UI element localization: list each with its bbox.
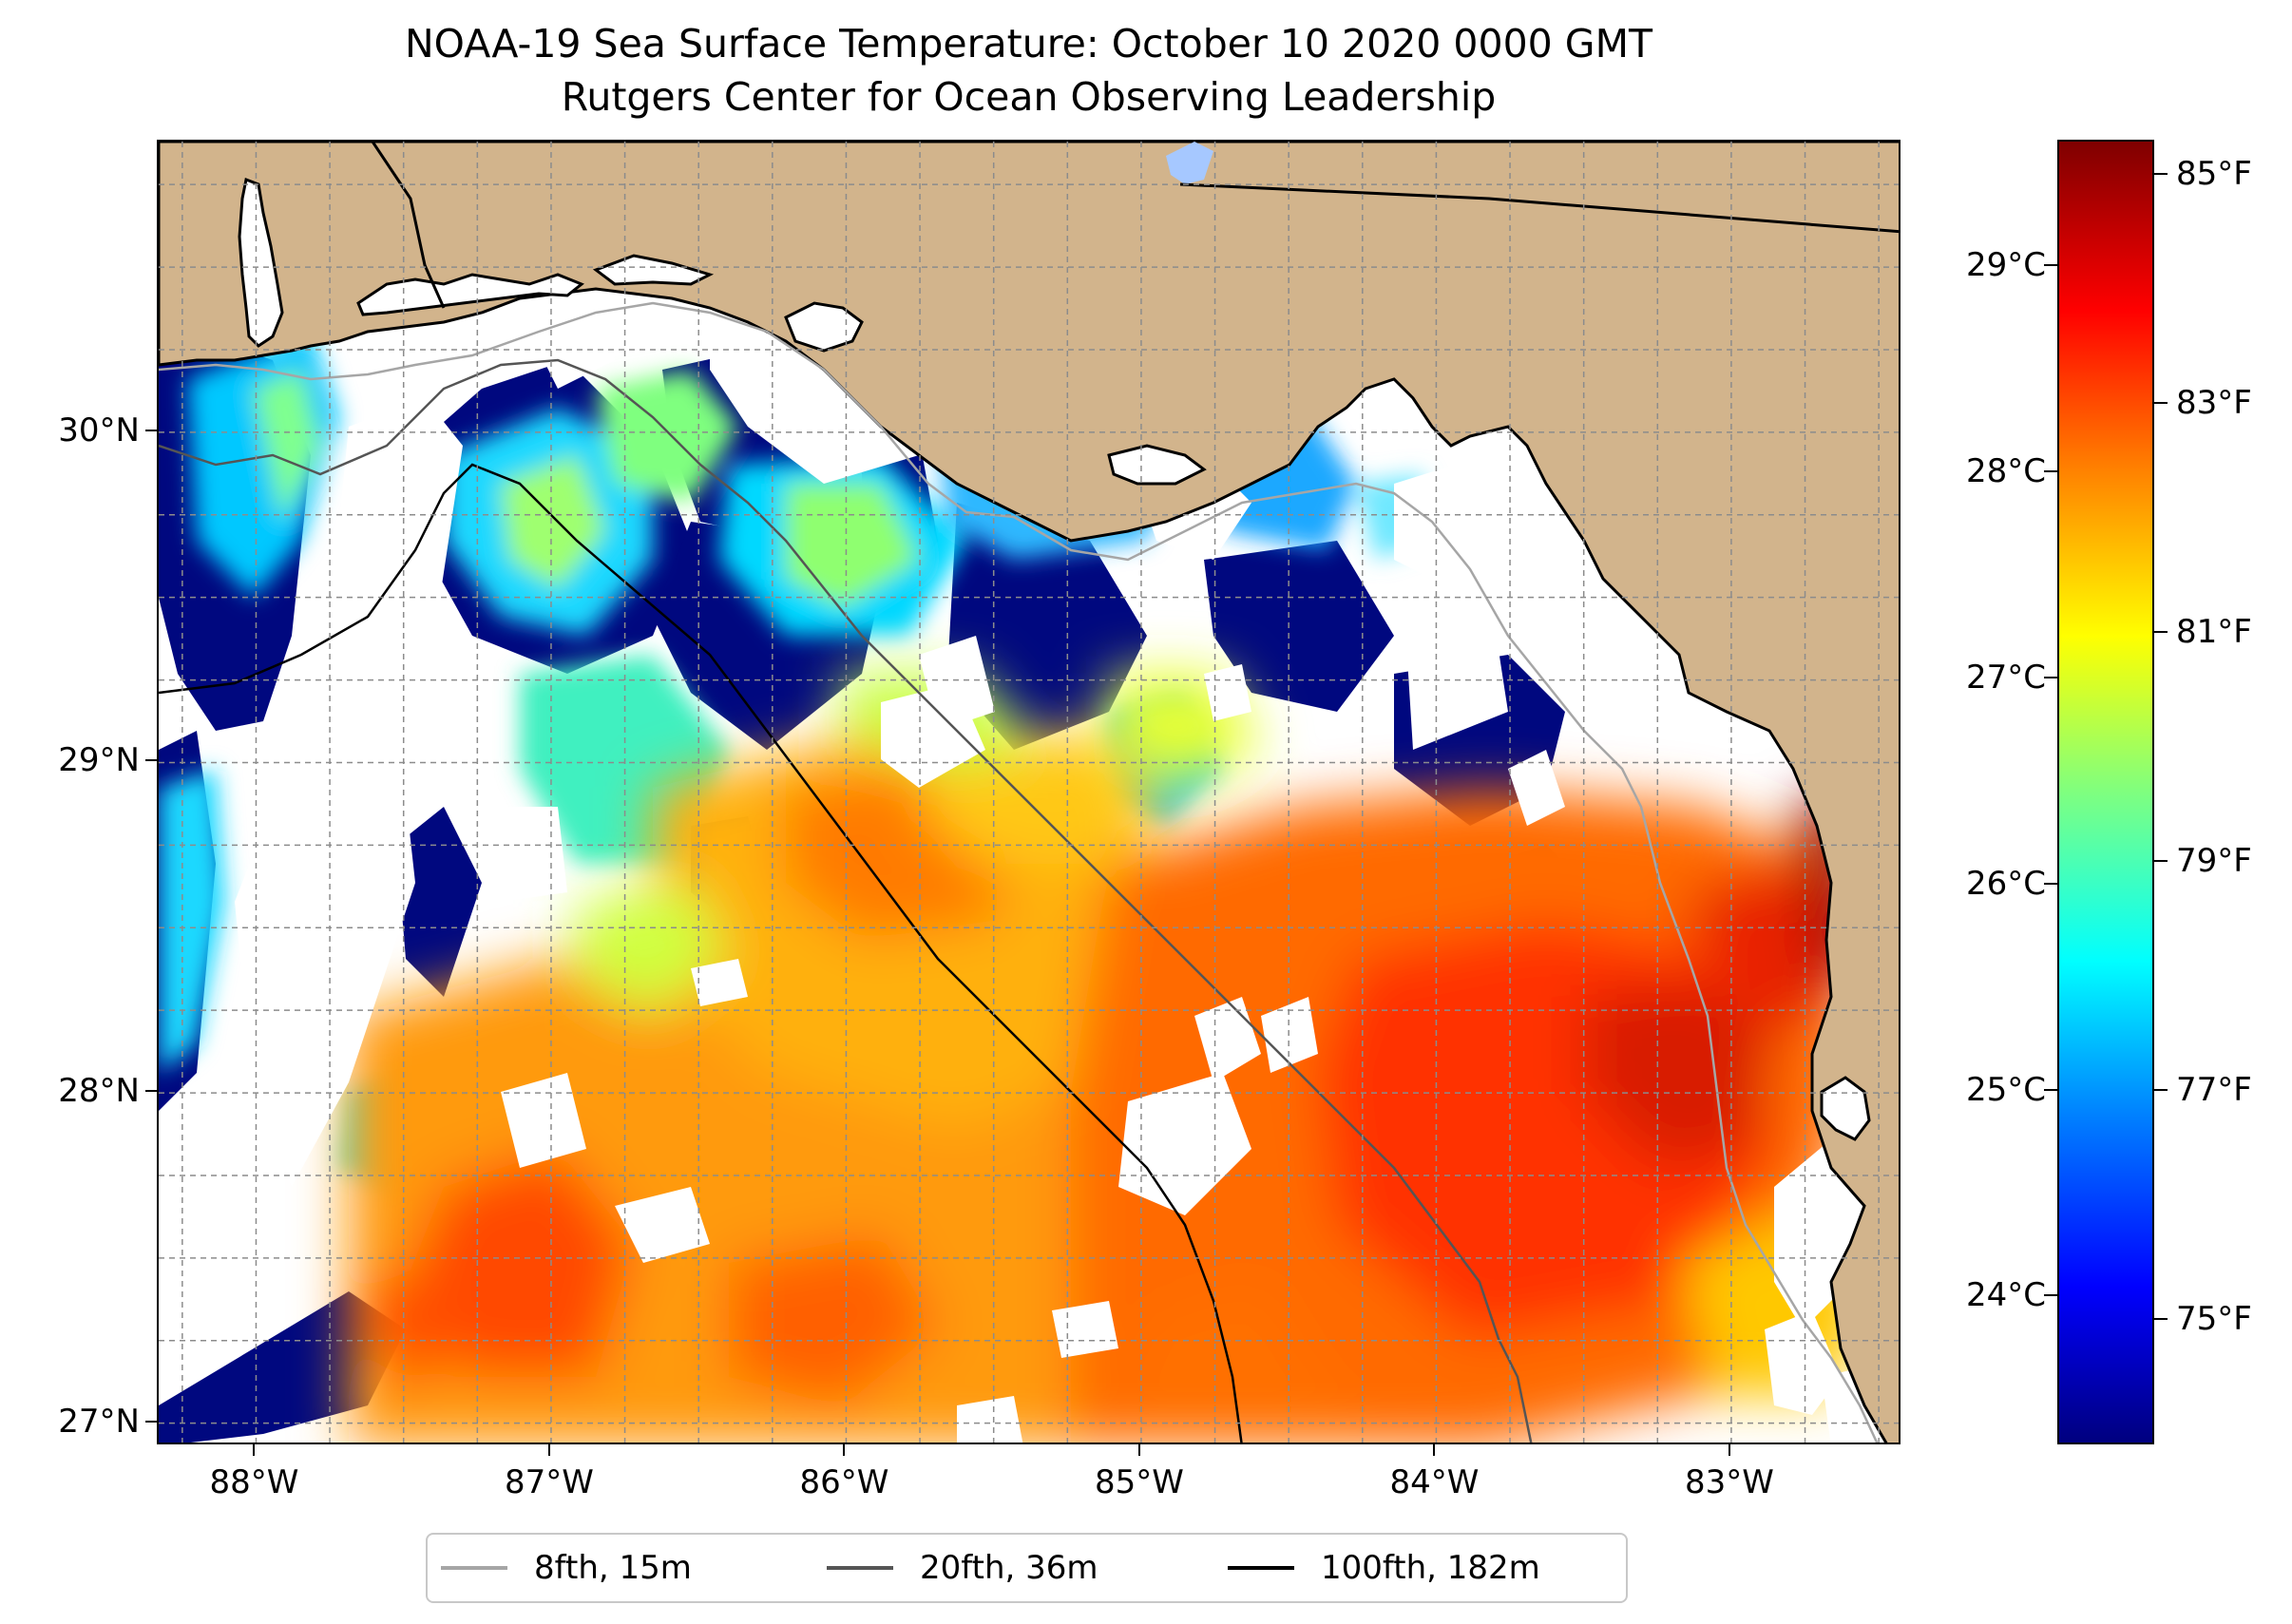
colorbar-c-label: 24°C [1965,1276,2046,1315]
lon-tick-label: 88°W [209,1463,299,1501]
legend-item-8fth: 8fth, 15m [441,1535,692,1601]
colorbar-c-label: 26°C [1965,864,2046,903]
legend-label-8fth: 8fth, 15m [534,1549,692,1587]
lat-tick-mark [145,429,157,431]
colorbar-c-label: 27°C [1965,659,2046,697]
contour-20fth [159,358,1533,1442]
sst-map [157,140,1900,1444]
lon-tick-mark [843,1444,846,1456]
colorbar-f-tick [2154,1088,2168,1091]
map-subtitle: Rutgers Center for Ocean Observing Leade… [561,74,1497,120]
map-title: NOAA-19 Sea Surface Temperature: October… [404,21,1652,67]
depth-contours [159,301,1879,1442]
sst-no-data-holes [235,284,1899,1442]
lon-tick-mark [1137,1444,1140,1456]
lon-tick-mark [547,1444,550,1456]
colorbar-c-label: 25°C [1965,1070,2046,1109]
lon-tick-mark [1728,1444,1730,1456]
colorbar-f-tick [2154,173,2168,176]
colorbar-c-tick [2044,1088,2057,1091]
lon-tick-label: 87°W [504,1463,594,1501]
colorbar-c-tick [2044,264,2057,267]
colorbar-c-label: 28°C [1965,452,2046,491]
colorbar-f-tick [2154,859,2168,862]
lat-tick-label: 27°N [58,1402,140,1441]
colorbar-f-tick [2154,1317,2168,1320]
legend-swatch-20fth [827,1566,893,1570]
legend-swatch-100fth [1228,1566,1294,1570]
lon-tick-mark [253,1444,256,1456]
lat-tick-label: 29°N [58,741,140,780]
sst-map-canvas [159,142,1899,1442]
contour-100fth [159,463,1243,1442]
lat-tick-label: 28°N [58,1072,140,1111]
lon-tick-mark [1433,1444,1436,1456]
lon-tick-label: 83°W [1684,1463,1774,1501]
legend-item-100fth: 100fth, 182m [1228,1535,1540,1601]
legend-swatch-8fth [441,1566,507,1570]
sst-field [159,142,1899,1442]
colorbar-c-tick [2044,882,2057,885]
colorbar-c-tick [2044,1294,2057,1297]
colorbar-f-label: 75°F [2176,1299,2252,1338]
depth-legend: 8fth, 15m 20fth, 36m 100fth, 182m [426,1533,1628,1603]
state-boundaries [371,142,1899,309]
colorbar-c-label: 29°C [1965,246,2046,285]
colorbar-f-tick [2154,630,2168,633]
colorbar-f-label: 81°F [2176,612,2252,651]
lon-tick-label: 86°W [799,1463,889,1501]
lat-tick-mark [145,1090,157,1093]
colorbar-c-tick [2044,677,2057,679]
colorbar [2057,140,2154,1444]
legend-item-20fth: 20fth, 36m [827,1535,1098,1601]
colorbar-f-label: 79°F [2176,841,2252,880]
colorbar-f-tick [2154,402,2168,404]
lat-tick-mark [145,1420,157,1423]
lon-tick-label: 84°W [1389,1463,1480,1501]
colorbar-c-tick [2044,470,2057,473]
legend-label-100fth: 100fth, 182m [1321,1549,1540,1587]
colorbar-f-label: 77°F [2176,1070,2252,1109]
contour-8fth [159,301,1879,1442]
lat-tick-mark [145,759,157,762]
lat-tick-label: 30°N [58,411,140,449]
colorbar-f-label: 85°F [2176,155,2252,194]
legend-label-20fth: 20fth, 36m [920,1549,1098,1587]
colorbar-f-label: 83°F [2176,384,2252,422]
lon-tick-label: 85°W [1094,1463,1184,1501]
gridlines [159,142,1899,1442]
